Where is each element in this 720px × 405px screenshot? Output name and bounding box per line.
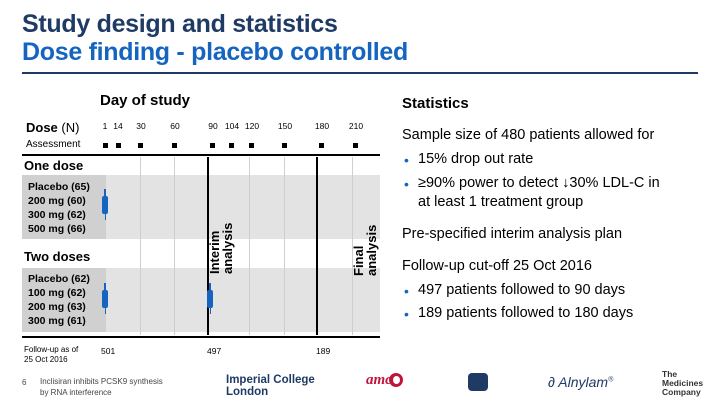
assessment-marker <box>282 143 287 148</box>
bullet-text: ≥90% power to detect ↓30% LDL-C in <box>418 175 660 191</box>
bullet-icon: • <box>404 176 409 192</box>
day-tick-label: 180 <box>314 121 330 131</box>
day-tick-label: 150 <box>277 121 293 131</box>
sample-size-text: Sample size of 480 patients allowed for <box>402 127 655 143</box>
imperial-college-logo: Imperial College London <box>226 374 315 398</box>
day-tick-label: 60 <box>170 121 180 131</box>
syringe-icon <box>102 283 108 314</box>
slide-title: Study design and statistics <box>22 10 338 38</box>
cutoff-text: Follow-up cut-off 25 Oct 2016 <box>402 258 592 274</box>
group-label-one-dose: One dose <box>24 158 84 173</box>
statistics-heading: Statistics <box>402 95 469 112</box>
arm-label: 100 mg (62) <box>28 287 86 299</box>
dose-label: Dose <box>26 120 58 135</box>
grid-line <box>352 157 353 335</box>
table-rule <box>22 336 380 338</box>
assessment-marker <box>103 143 108 148</box>
footer-text: Inclisiran inhibits PCSK9 synthesis by RN… <box>40 377 163 397</box>
follow-up-count: 189 <box>316 346 331 356</box>
grid-line <box>284 157 285 335</box>
assessment-marker <box>319 143 324 148</box>
arm-label: 500 mg (66) <box>28 223 86 235</box>
amc-logo-mark-icon <box>389 373 403 387</box>
dose-unit: (N) <box>61 120 80 135</box>
assessment-marker <box>229 143 234 148</box>
amc-logo: amc <box>366 372 392 388</box>
follow-up-count: 497 <box>207 346 222 356</box>
bullet-text: 497 patients followed to 90 days <box>418 282 626 298</box>
two-doses-band <box>22 268 380 332</box>
slide-number: 6 <box>22 378 27 387</box>
one-dose-band <box>22 175 380 239</box>
assessment-marker <box>172 143 177 148</box>
grid-line <box>174 157 175 335</box>
bullet-icon: • <box>404 283 409 299</box>
follow-up-count: 501 <box>101 346 116 356</box>
arm-label: Placebo (62) <box>28 273 90 285</box>
arm-label: 300 mg (62) <box>28 209 86 221</box>
bullet-text: 189 patients followed to 180 days <box>418 305 634 321</box>
follow-up-label: Follow-up as of 25 Oct 2016 <box>24 345 79 364</box>
arm-label: 200 mg (63) <box>28 301 86 313</box>
assessment-marker <box>138 143 143 148</box>
syringe-icon <box>207 283 213 314</box>
day-tick-label: 104 <box>224 121 240 131</box>
table-rule <box>22 154 380 156</box>
day-of-study-heading: Day of study <box>100 92 191 109</box>
day-tick-label: 90 <box>208 121 218 131</box>
bullet-text: 15% drop out rate <box>418 151 534 167</box>
assessment-marker <box>116 143 121 148</box>
day-tick-label: 14 <box>113 121 123 131</box>
bullet-icon: • <box>404 306 409 322</box>
assessment-marker <box>353 143 358 148</box>
syringe-icon <box>102 189 108 220</box>
arm-label: 300 mg (61) <box>28 315 86 327</box>
day-tick-label: 210 <box>348 121 364 131</box>
final-analysis-label: Final analysis <box>351 224 379 276</box>
title-divider <box>22 72 698 74</box>
group-label-two-doses: Two doses <box>24 249 91 264</box>
day-tick-label: 120 <box>244 121 260 131</box>
interim-analysis-line <box>207 157 209 335</box>
grid-line <box>140 157 141 335</box>
slide-subtitle: Dose finding - placebo controlled <box>22 38 408 66</box>
day-tick-label: 1 <box>102 121 108 131</box>
final-analysis-divider <box>316 157 318 335</box>
assessment-marker <box>210 143 215 148</box>
university-badge-icon <box>468 373 488 391</box>
arm-label: Placebo (65) <box>28 181 90 193</box>
assessment-label: Assessment <box>26 139 81 150</box>
interim-plan-text: Pre-specified interim analysis plan <box>402 226 623 242</box>
interim-analysis-label: Interim analysis <box>207 222 235 274</box>
grid-line <box>249 157 250 335</box>
day-tick-label: 30 <box>136 121 146 131</box>
dose-column-header: Dose (N) <box>26 120 79 135</box>
alnylam-logo: ∂ Alnylam® <box>548 374 614 390</box>
bullet-text: at least 1 treatment group <box>418 194 584 210</box>
bullet-icon: • <box>404 152 409 168</box>
assessment-marker <box>249 143 254 148</box>
arm-label: 200 mg (60) <box>28 195 86 207</box>
medicines-company-logo: The Medicines Company <box>662 369 704 397</box>
